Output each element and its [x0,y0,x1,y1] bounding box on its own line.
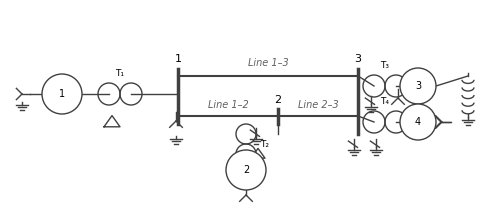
Text: 2: 2 [275,95,281,105]
Text: T₁: T₁ [116,69,124,78]
Text: 3: 3 [355,54,362,64]
Text: 1: 1 [175,54,182,64]
Text: T₂: T₂ [260,140,269,149]
Circle shape [400,68,436,104]
Text: T₄: T₄ [380,97,390,106]
Text: 3: 3 [415,81,421,91]
Circle shape [226,150,266,190]
Text: Line 1–2: Line 1–2 [208,100,248,110]
Text: 2: 2 [243,165,249,175]
Text: Line 2–3: Line 2–3 [298,100,338,110]
Text: Line 1–3: Line 1–3 [247,58,288,68]
Text: 1: 1 [59,89,65,99]
Text: T₃: T₃ [380,61,390,70]
Circle shape [42,74,82,114]
Text: 4: 4 [415,117,421,127]
Circle shape [400,104,436,140]
